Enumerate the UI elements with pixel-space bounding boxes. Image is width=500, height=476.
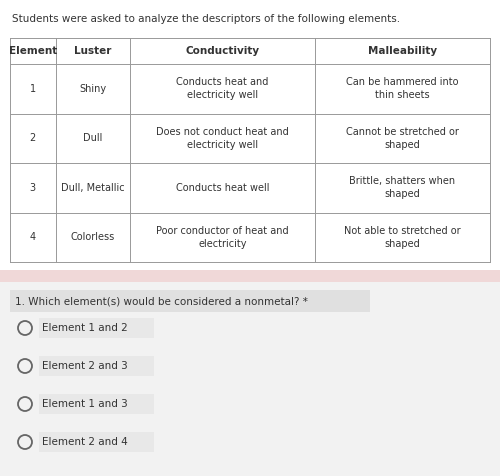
Text: Brittle, shatters when
shaped: Brittle, shatters when shaped xyxy=(350,176,456,199)
Text: Dull, Metallic: Dull, Metallic xyxy=(61,183,124,193)
Text: Conductivity: Conductivity xyxy=(186,46,260,56)
Text: Dull: Dull xyxy=(83,133,102,143)
Bar xyxy=(0,0,500,270)
Text: Element: Element xyxy=(8,46,57,56)
Text: Element 2 and 3: Element 2 and 3 xyxy=(42,361,128,371)
Text: Students were asked to analyze the descriptors of the following elements.: Students were asked to analyze the descr… xyxy=(12,14,400,24)
Bar xyxy=(10,290,370,312)
Text: Element 1 and 2: Element 1 and 2 xyxy=(42,323,128,333)
Text: Colorless: Colorless xyxy=(70,232,115,242)
Text: Conducts heat and
electricity well: Conducts heat and electricity well xyxy=(176,78,268,100)
Text: Not able to stretched or
shaped: Not able to stretched or shaped xyxy=(344,226,461,248)
Text: Element 2 and 4: Element 2 and 4 xyxy=(42,437,128,447)
Text: 1. Which element(s) would be considered a nonmetal? *: 1. Which element(s) would be considered … xyxy=(15,296,308,306)
Bar xyxy=(0,270,500,282)
Bar xyxy=(39,394,154,414)
Text: Cannot be stretched or
shaped: Cannot be stretched or shaped xyxy=(346,127,459,149)
Text: Malleability: Malleability xyxy=(368,46,437,56)
Text: 1: 1 xyxy=(30,84,36,94)
Bar xyxy=(0,282,500,476)
Text: Shiny: Shiny xyxy=(79,84,106,94)
Text: Poor conductor of heat and
electricity: Poor conductor of heat and electricity xyxy=(156,226,288,248)
Text: Conducts heat well: Conducts heat well xyxy=(176,183,269,193)
Bar xyxy=(39,356,154,376)
Bar xyxy=(39,318,154,338)
Text: Luster: Luster xyxy=(74,46,112,56)
Bar xyxy=(39,432,154,452)
Text: 4: 4 xyxy=(30,232,36,242)
Text: 3: 3 xyxy=(30,183,36,193)
Text: Does not conduct heat and
electricity well: Does not conduct heat and electricity we… xyxy=(156,127,289,149)
Text: Element 1 and 3: Element 1 and 3 xyxy=(42,399,128,409)
Text: Can be hammered into
thin sheets: Can be hammered into thin sheets xyxy=(346,78,459,100)
Text: 2: 2 xyxy=(30,133,36,143)
